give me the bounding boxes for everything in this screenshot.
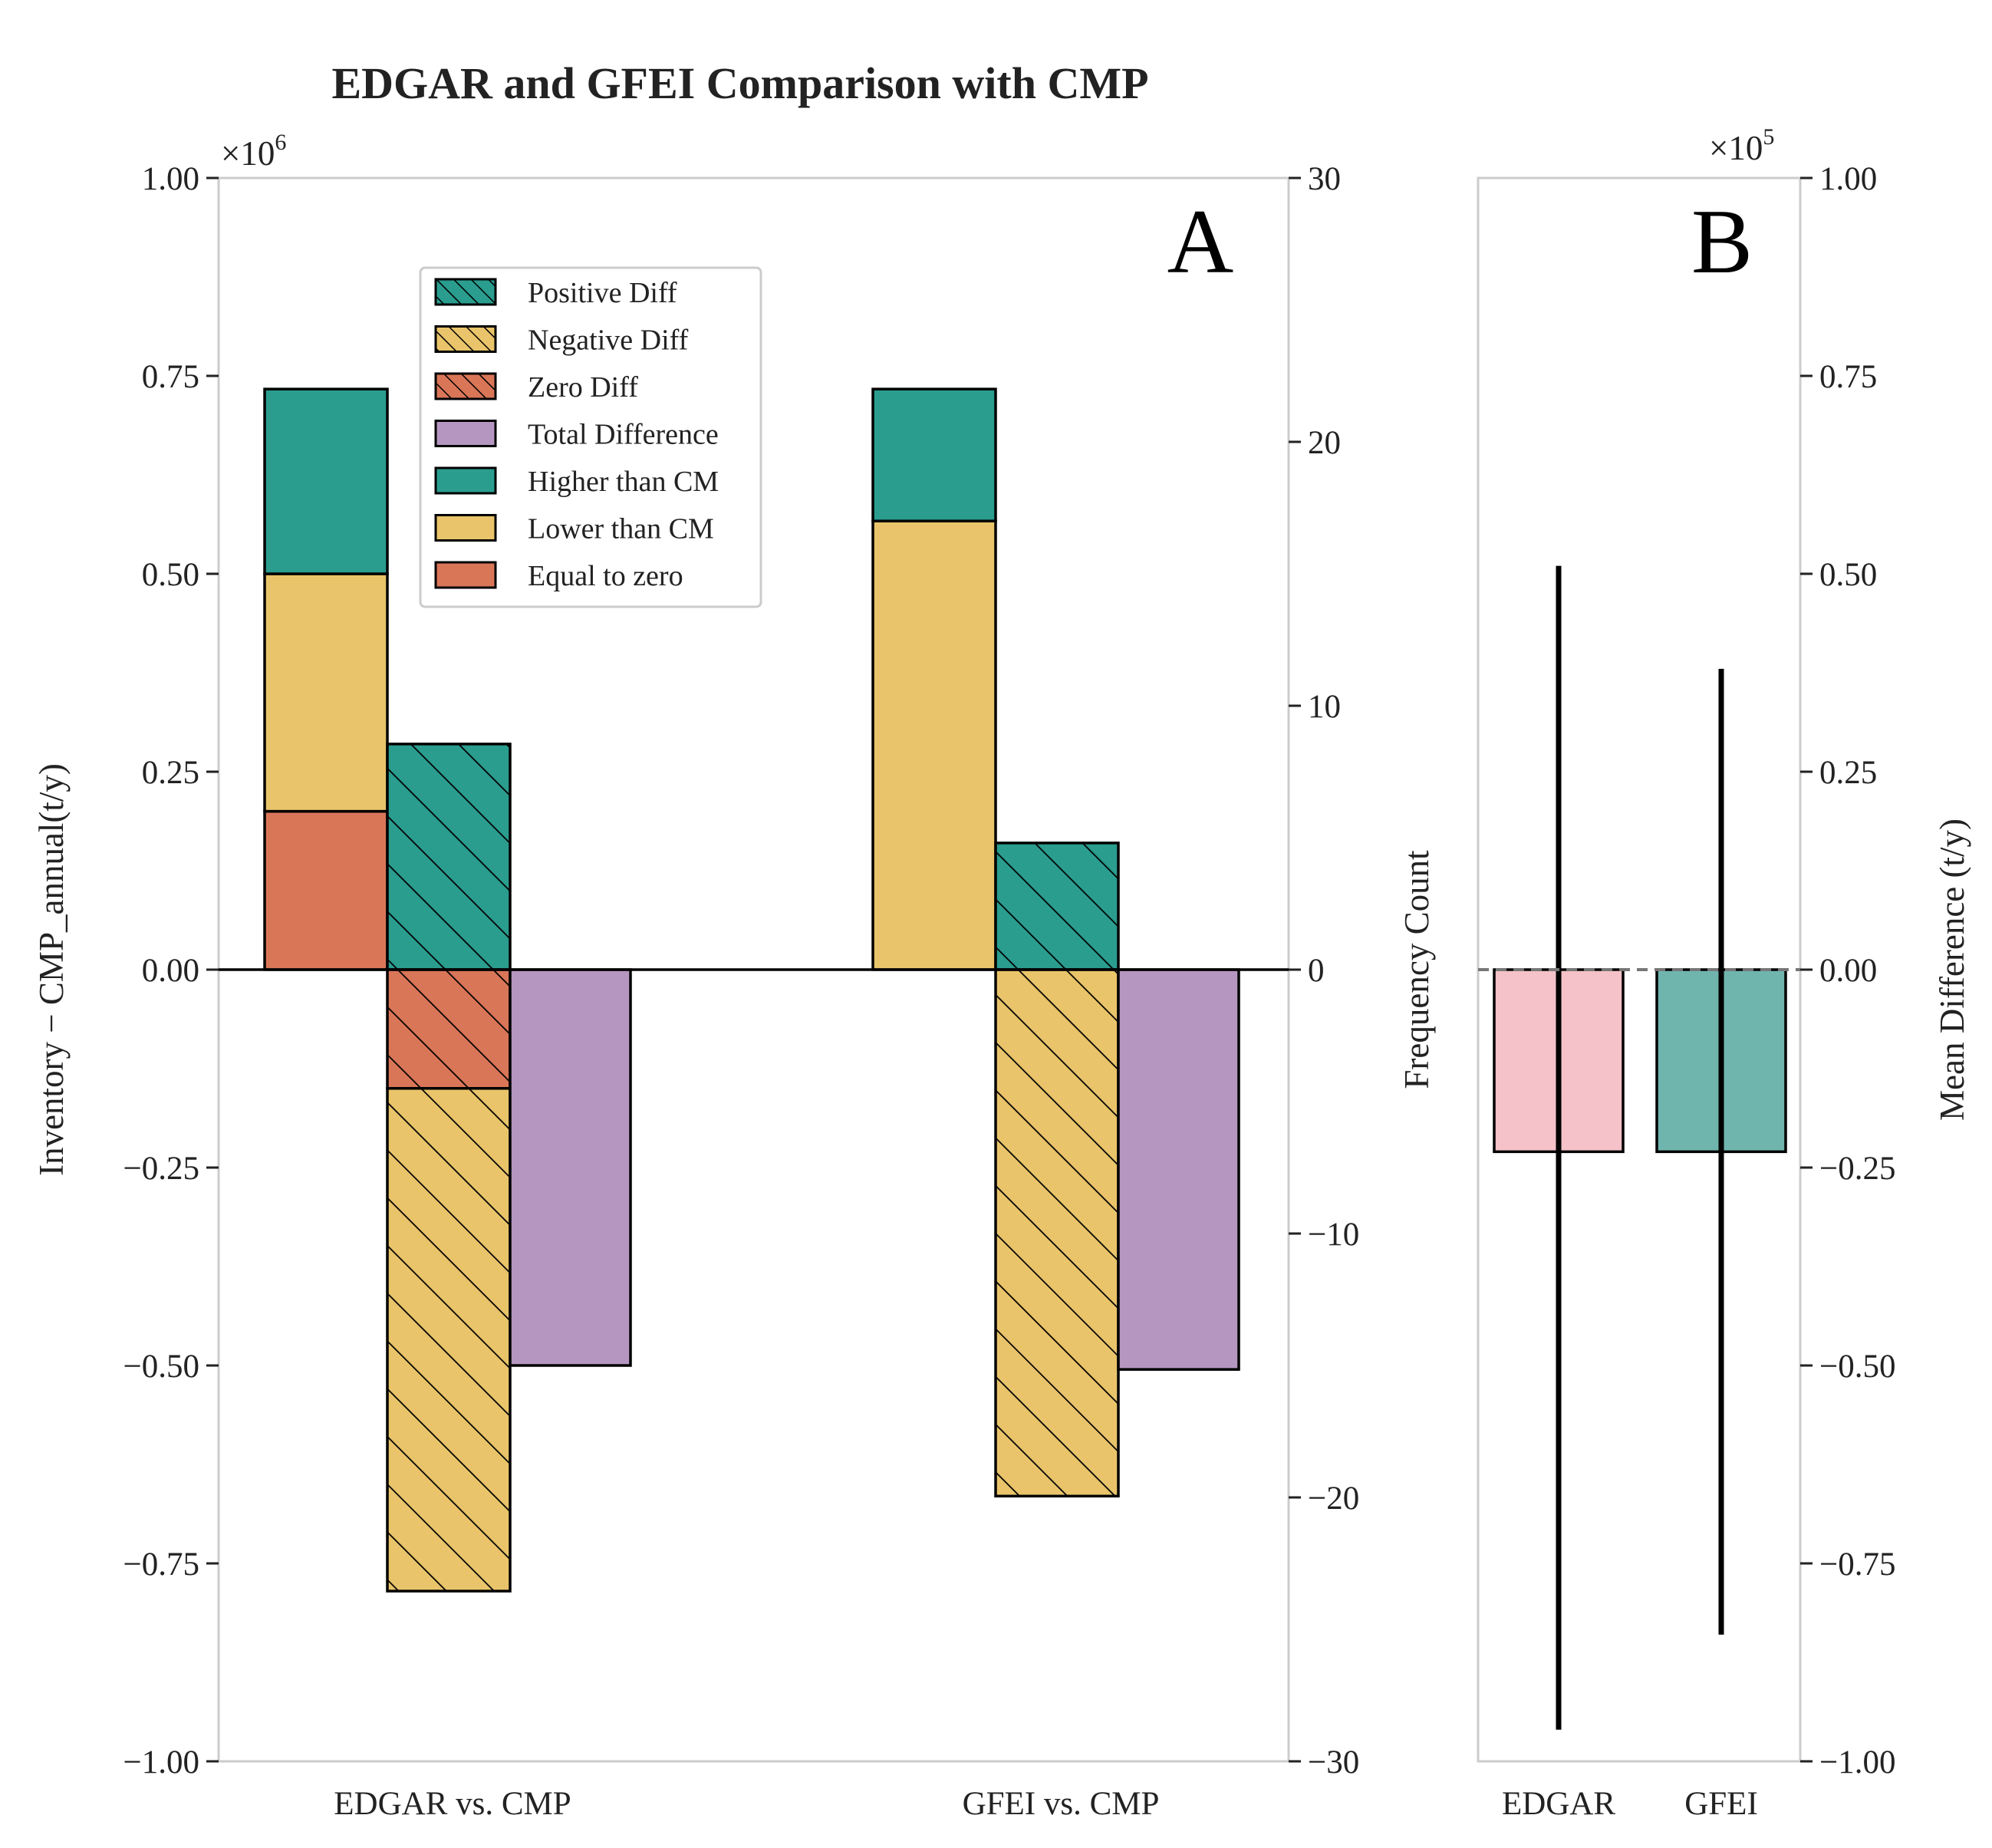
freq-bar-lower-than-cm [263, 572, 389, 813]
x-tick-label: EDGAR vs. CMP [334, 1786, 571, 1822]
diff-bar-zero-hatch [386, 968, 512, 1090]
right-tick-label: 0.50 [1819, 557, 1877, 593]
left-tick-label: −0.75 [123, 1547, 199, 1583]
right-tick-label: 1.00 [1819, 161, 1877, 197]
right-tick-label: −0.25 [1819, 1151, 1896, 1187]
right-tick-label: 0 [1308, 953, 1325, 989]
legend-entry-label: Zero Diff [528, 371, 638, 404]
right-tick-label: 20 [1308, 425, 1341, 461]
freq-bar-higher-than-cm [871, 387, 997, 522]
chart-title: EDGAR and GFEI Comparison with CMP [331, 58, 1148, 108]
right-tick-label: −10 [1308, 1217, 1359, 1253]
x-tick-label: EDGAR [1502, 1786, 1615, 1822]
legend-swatch [434, 466, 497, 495]
right-tick-label: 0.25 [1819, 755, 1877, 791]
right-tick-label: −0.50 [1819, 1349, 1896, 1385]
diff-bar-positive-hatch [994, 842, 1120, 971]
legend-entry-label: Negative Diff [528, 324, 689, 357]
multiplier-exp: 5 [1763, 124, 1774, 150]
panel-label-b: B [1691, 190, 1753, 292]
total-difference-bar [1117, 968, 1240, 1371]
right-axis-multiplier: ×105 [1709, 124, 1774, 167]
right-tick-label: −30 [1308, 1744, 1359, 1780]
x-tick-label: GFEI [1684, 1786, 1758, 1822]
legend-swatch-hatch [434, 372, 497, 400]
legend-swatch [434, 420, 497, 447]
multiplier-base: ×10 [221, 134, 275, 173]
left-tick-label: −0.50 [123, 1349, 199, 1385]
left-axis-label: Inventory − CMP_annual(t/y) [32, 763, 71, 1176]
legend-entry-label: Positive Diff [528, 277, 677, 309]
right-tick-label: 0.00 [1819, 953, 1877, 989]
diff-bar-negative-hatch [994, 968, 1120, 1498]
multiplier-exp: 6 [275, 130, 286, 155]
right-tick-label: 30 [1308, 161, 1341, 197]
right-tick-label: 0.75 [1819, 359, 1877, 395]
left-tick-label: 1.00 [142, 161, 199, 197]
right-tick-label: −1.00 [1819, 1744, 1896, 1780]
left-tick-label: −1.00 [123, 1744, 199, 1780]
panel-a: EDGAR vs. CMP GFEI vs. CMP 1.00 0.75 0.50 0.2… [32, 130, 1436, 1822]
legend-swatch-hatch [434, 278, 497, 306]
panel-label-a: A [1167, 190, 1234, 292]
panel-b: EDGAR GFEI 1.00 0.75 0.50 0.25 0.00 −0.25 −0.50 −… [1477, 124, 1971, 1822]
legend-entry-label: Total Difference [528, 419, 719, 451]
diff-bar-negative-hatch [386, 1087, 512, 1593]
left-tick-label: 0.75 [142, 359, 199, 395]
total-difference-bar [509, 968, 632, 1367]
legend-swatch-hatch [434, 325, 497, 353]
legend: Positive Diff Negative Diff Zero Diff Total… [419, 266, 762, 608]
freq-bar-equal-to-zero [263, 809, 389, 971]
multiplier-base: ×10 [1709, 129, 1763, 167]
legend-swatch [434, 561, 497, 589]
right-tick-label: 10 [1308, 689, 1341, 725]
right-axis-label: Frequency Count [1398, 850, 1436, 1089]
left-tick-label: 0.25 [142, 755, 199, 791]
left-axis-multiplier: ×106 [221, 130, 286, 173]
legend-entry-label: Equal to zero [528, 560, 683, 592]
right-tick-label: −20 [1308, 1481, 1359, 1517]
left-tick-label: −0.25 [123, 1151, 199, 1187]
legend-swatch [434, 514, 497, 542]
right-axis-label: Mean Difference (t/y) [1933, 819, 1971, 1121]
legend-entry-label: Lower than CM [528, 513, 714, 545]
legend-frame [419, 266, 762, 608]
x-tick-label: GFEI vs. CMP [963, 1786, 1160, 1822]
left-tick-label: 0.00 [142, 953, 199, 989]
diff-bar-positive-hatch [386, 743, 512, 971]
legend-entry-label: Higher than CM [528, 466, 719, 498]
freq-bar-lower-than-cm [871, 519, 997, 971]
right-tick-label: −0.75 [1819, 1547, 1896, 1583]
freq-bar-higher-than-cm [263, 387, 389, 575]
left-tick-label: 0.50 [142, 557, 199, 593]
